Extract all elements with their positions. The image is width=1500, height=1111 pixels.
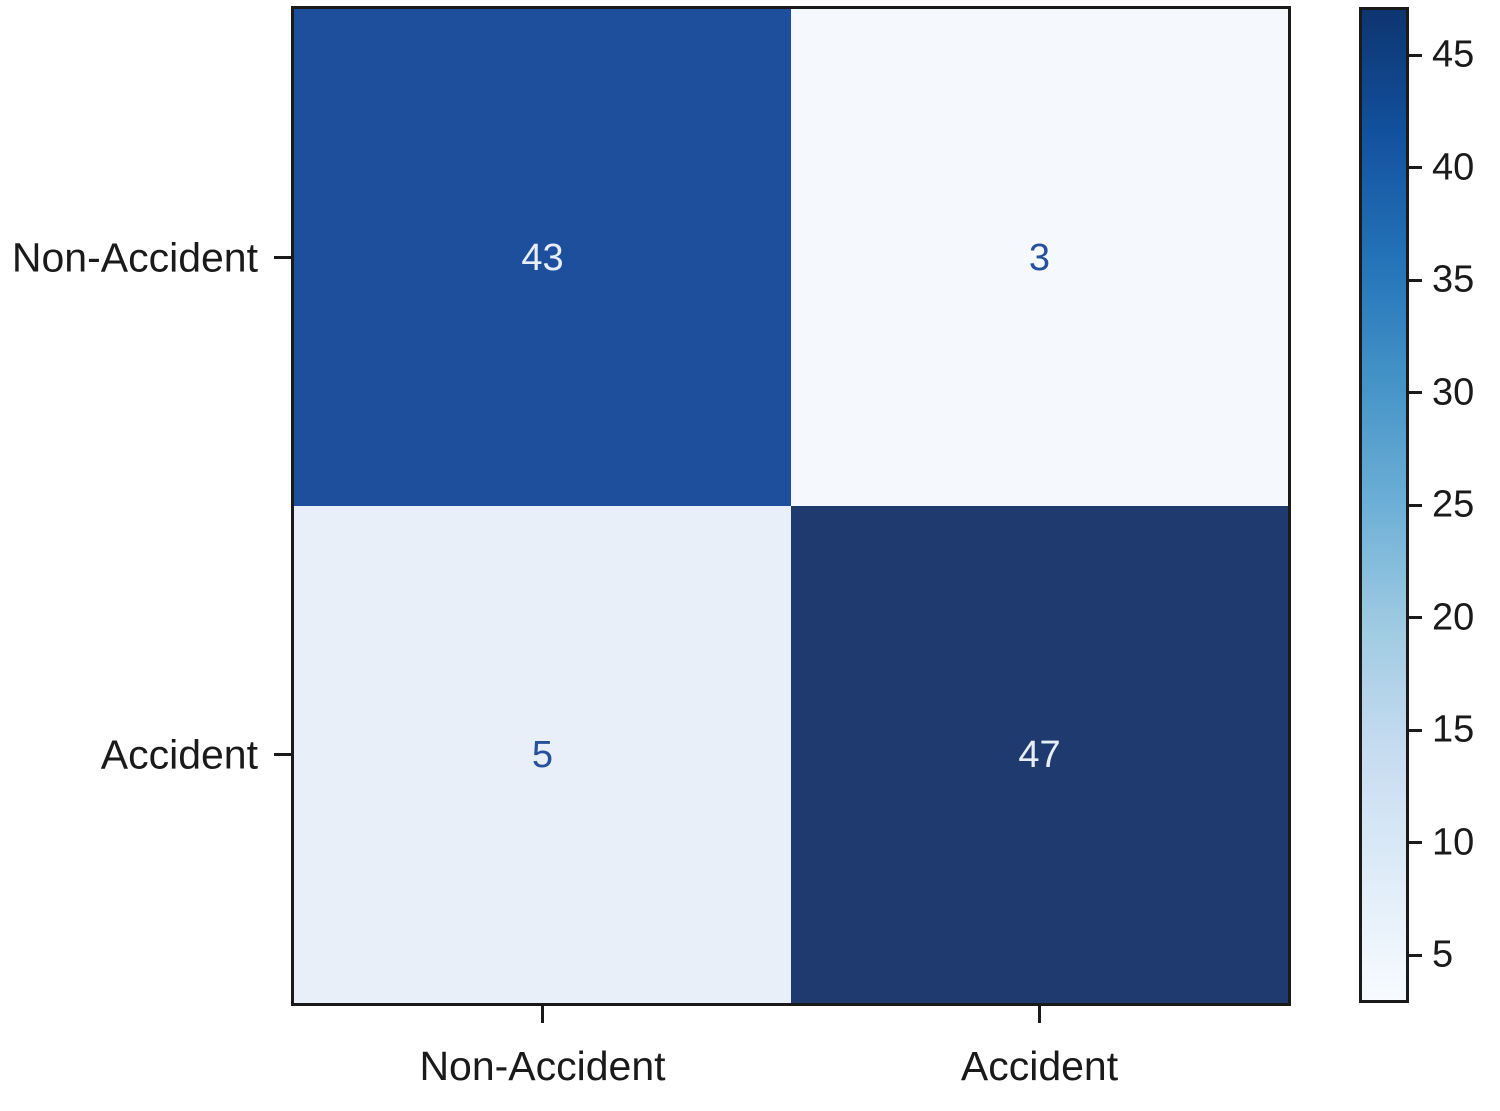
cell-value: 5 xyxy=(531,733,554,776)
heatmap-cell: 3 xyxy=(791,9,1288,506)
colorbar-tick-mark xyxy=(1406,616,1422,619)
colorbar-tick-mark xyxy=(1406,841,1422,844)
colorbar-tick-label: 35 xyxy=(1432,258,1475,301)
colorbar-tick-label: 5 xyxy=(1432,933,1454,976)
colorbar-tick-label: 45 xyxy=(1432,33,1475,76)
colorbar-tick-mark xyxy=(1406,166,1422,169)
heatmap-cell: 43 xyxy=(294,9,791,506)
heatmap-cell: 47 xyxy=(791,506,1288,1003)
y-tick-label: Non-Accident xyxy=(11,234,258,280)
colorbar-tick-label: 15 xyxy=(1432,708,1475,751)
colorbar-tick-label: 25 xyxy=(1432,483,1475,526)
colorbar: 5 10 15 20 25 30 35 40 45 xyxy=(1359,7,1474,1003)
colorbar-tick-label: 20 xyxy=(1432,596,1475,638)
colorbar-tick-label: 40 xyxy=(1432,146,1475,188)
cell-value: 47 xyxy=(1018,733,1061,776)
x-axis-tick-mark xyxy=(1038,1006,1041,1023)
cell-value: 43 xyxy=(521,236,564,279)
y-axis-tick-mark xyxy=(274,753,291,756)
heatmap-cell: 5 xyxy=(294,506,791,1003)
colorbar-tick-mark xyxy=(1406,503,1422,507)
colorbar-tick-mark xyxy=(1406,391,1422,394)
y-tick-label: Accident xyxy=(100,731,258,777)
y-axis-tick-mark xyxy=(274,256,291,259)
colorbar-tick-mark xyxy=(1406,728,1422,732)
x-tick-label: Non-Accident xyxy=(419,1043,666,1089)
x-tick-label: Accident xyxy=(960,1043,1119,1089)
colorbar-tick-label: 30 xyxy=(1432,371,1475,413)
colorbar-tick-mark xyxy=(1406,53,1422,57)
cell-value: 3 xyxy=(1028,236,1051,279)
colorbar-tick-mark xyxy=(1406,953,1422,957)
colorbar-tick-label: 10 xyxy=(1432,821,1475,863)
heatmap-plot-area: 43 3 5 47 Non-Accident Accident Non-Accident Ac… xyxy=(12,6,1291,1089)
colorbar-tick-mark xyxy=(1406,278,1422,282)
x-axis-tick-mark xyxy=(541,1006,544,1023)
